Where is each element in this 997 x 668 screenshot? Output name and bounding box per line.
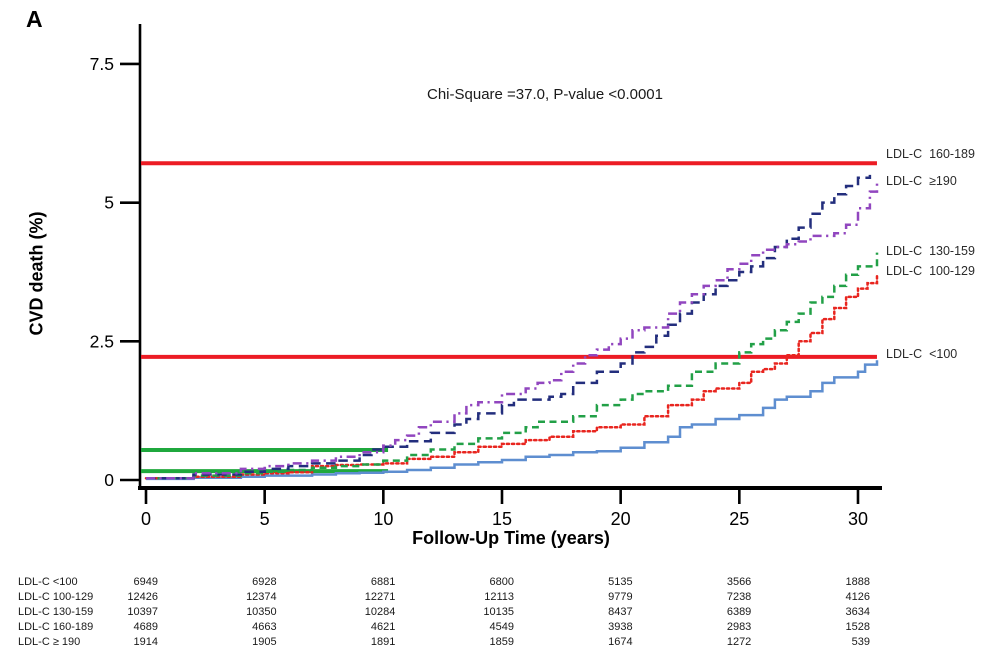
risk-count: 12113 [484,591,514,603]
risk-count: 9779 [608,591,633,603]
curve-ldl-ge-190 [146,180,879,480]
x-tick-label: 5 [260,509,270,529]
risk-count: 12271 [364,591,396,603]
risk-count: 10397 [127,606,158,618]
risk-count: 1859 [489,636,514,648]
risk-count: 7238 [726,591,752,603]
y-tick-label: 7.5 [90,54,114,74]
risk-count: 5135 [608,576,633,588]
risk-count: 4621 [370,621,396,633]
x-tick-label: 15 [492,509,512,529]
risk-count: 1888 [845,576,870,588]
risk-count: 4663 [252,621,277,633]
risk-count: 6389 [726,606,752,618]
curve-label-ldl-160-189: LDL-C 160-189 [886,146,975,161]
y-tick-label: 2.5 [90,331,114,351]
risk-count: 10284 [364,606,396,618]
chi-square-annotation: Chi-Square =37.0, P-value <0.0001 [427,86,663,103]
x-tick-label: 20 [611,509,631,529]
risk-count: 12426 [127,591,158,603]
risk-count: 1674 [608,636,633,648]
curve-ldl-100-129 [144,273,879,480]
risk-count: 2983 [726,621,752,633]
risk-count: 1905 [252,636,277,648]
curve-label-ldl-ge-190: LDL-C ≥190 [886,174,957,189]
risk-count: 3634 [845,606,870,618]
curve-label-ldl-lt-100: LDL-C <100 [886,347,958,362]
x-tick-label: 0 [141,509,151,529]
x-tick-label: 25 [729,509,749,529]
risk-count: 6928 [252,576,277,588]
risk-count: 1914 [133,636,158,648]
risk-row-label: LDL-C 130-159 [18,606,94,618]
risk-count: 10135 [483,606,514,618]
x-tick-label: 30 [848,509,868,529]
risk-count: 6800 [489,576,514,588]
y-tick-label: 0 [104,470,114,490]
risk-row-label: LDL-C 160-189 [18,621,94,633]
risk-row-label: LDL-C ≥ 190 [18,636,81,648]
curve-label-ldl-100-129: LDL-C 100-129 [886,263,975,278]
curve-ldl-130-159 [146,252,879,480]
x-axis-title: Follow-Up Time (years) [412,528,610,548]
risk-count: 4549 [489,621,514,633]
risk-row-label: LDL-C 100-129 [18,591,94,603]
risk-count: 6949 [133,576,158,588]
y-tick-label: 5 [104,193,114,213]
risk-count: 1272 [726,636,752,648]
risk-count: 4689 [133,621,158,633]
risk-row-label: LDL-C <100 [18,576,78,588]
risk-count: 6881 [370,576,396,588]
risk-count: 8437 [608,606,633,618]
risk-count: 3566 [726,576,752,588]
risk-count: 3938 [608,621,633,633]
risk-count: 1528 [845,621,870,633]
risk-count: 10350 [246,606,277,618]
x-tick-label: 10 [373,509,393,529]
risk-count: 539 [851,636,870,648]
panel-label: A [26,6,43,32]
risk-count: 12374 [246,591,277,603]
risk-count: 4126 [845,591,870,603]
curve-ldl-lt-100 [146,360,879,481]
curve-ldl-160-189 [146,174,872,480]
risk-count: 1891 [370,636,396,648]
curve-label-ldl-130-159: LDL-C 130-159 [886,244,975,259]
